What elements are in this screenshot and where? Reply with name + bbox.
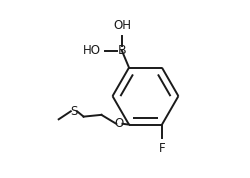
Text: O: O xyxy=(114,117,124,130)
Text: OH: OH xyxy=(113,19,131,32)
Text: HO: HO xyxy=(83,44,101,57)
Text: S: S xyxy=(70,105,78,118)
Text: B: B xyxy=(118,44,126,57)
Text: F: F xyxy=(158,142,165,155)
